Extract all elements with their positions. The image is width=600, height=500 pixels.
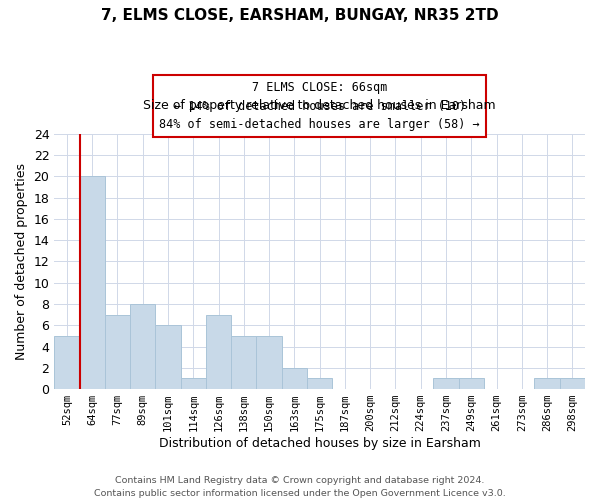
Bar: [282, 368, 307, 389]
Bar: [181, 378, 206, 389]
Bar: [54, 336, 80, 389]
Bar: [307, 378, 332, 389]
Bar: [535, 378, 560, 389]
Bar: [256, 336, 282, 389]
Bar: [80, 176, 105, 389]
Bar: [433, 378, 458, 389]
X-axis label: Distribution of detached houses by size in Earsham: Distribution of detached houses by size …: [159, 437, 481, 450]
Bar: [130, 304, 155, 389]
Bar: [206, 314, 231, 389]
Bar: [155, 326, 181, 389]
Y-axis label: Number of detached properties: Number of detached properties: [15, 163, 28, 360]
Bar: [458, 378, 484, 389]
Bar: [105, 314, 130, 389]
Text: Contains HM Land Registry data © Crown copyright and database right 2024.
Contai: Contains HM Land Registry data © Crown c…: [94, 476, 506, 498]
Bar: [560, 378, 585, 389]
Text: 7 ELMS CLOSE: 66sqm
← 14% of detached houses are smaller (10)
84% of semi-detach: 7 ELMS CLOSE: 66sqm ← 14% of detached ho…: [160, 82, 480, 132]
Title: Size of property relative to detached houses in Earsham: Size of property relative to detached ho…: [143, 99, 496, 112]
Bar: [231, 336, 256, 389]
Text: 7, ELMS CLOSE, EARSHAM, BUNGAY, NR35 2TD: 7, ELMS CLOSE, EARSHAM, BUNGAY, NR35 2TD: [101, 8, 499, 22]
